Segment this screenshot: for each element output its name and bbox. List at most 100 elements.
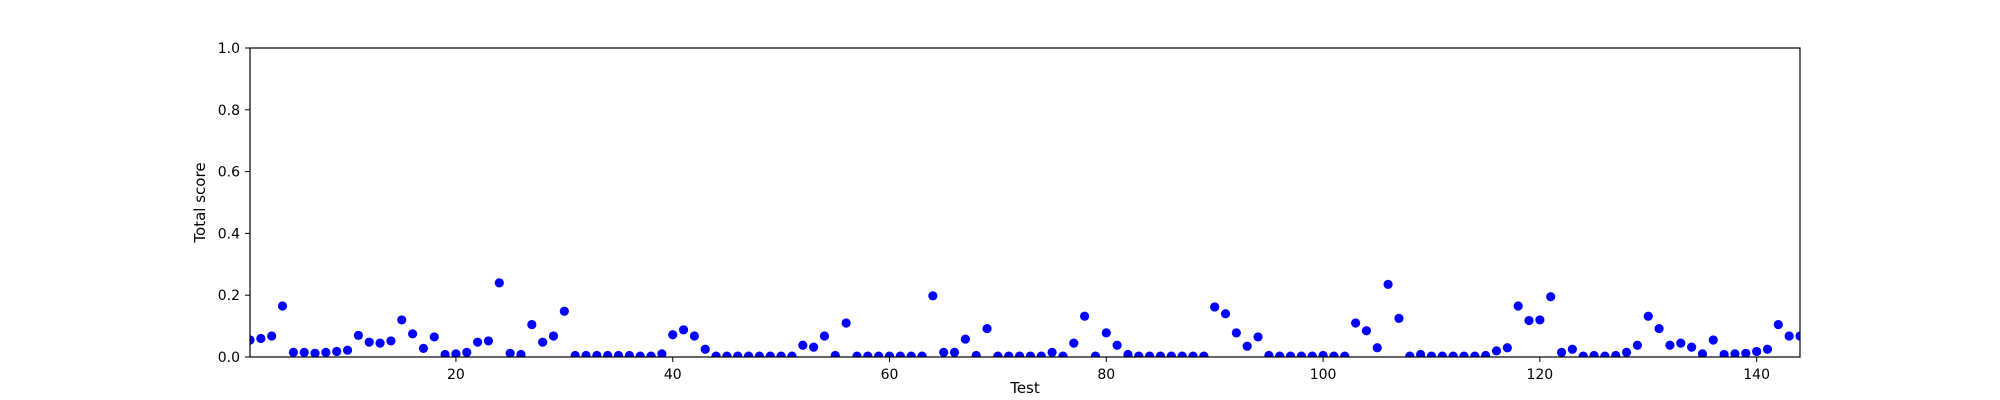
data-point bbox=[1058, 351, 1068, 357]
data-point bbox=[711, 351, 721, 357]
data-point bbox=[1437, 351, 1447, 357]
data-point bbox=[353, 330, 363, 340]
data-point bbox=[765, 351, 775, 357]
data-point bbox=[798, 340, 808, 350]
data-point bbox=[863, 351, 873, 357]
data-point bbox=[993, 351, 1003, 357]
data-point bbox=[1014, 351, 1025, 357]
data-point bbox=[949, 347, 960, 357]
data-point bbox=[1166, 351, 1176, 357]
data-point bbox=[1611, 350, 1621, 357]
data-point bbox=[700, 344, 710, 354]
data-point bbox=[906, 351, 916, 357]
data-point bbox=[1340, 351, 1350, 357]
data-point bbox=[1535, 315, 1545, 325]
data-point bbox=[1134, 351, 1144, 357]
x-tick-label: 20 bbox=[447, 367, 465, 383]
x-axis-label: Test bbox=[1009, 379, 1040, 397]
data-point bbox=[1632, 340, 1643, 350]
data-point bbox=[1253, 332, 1263, 342]
data-point bbox=[646, 351, 656, 357]
data-point bbox=[288, 347, 298, 357]
data-point bbox=[819, 331, 830, 341]
data-point bbox=[917, 351, 927, 357]
data-point bbox=[1459, 351, 1469, 357]
plot-frame bbox=[249, 47, 1801, 358]
data-point bbox=[776, 351, 786, 357]
data-point bbox=[1090, 351, 1101, 357]
data-point bbox=[1405, 351, 1415, 357]
data-point bbox=[1372, 343, 1382, 353]
data-point bbox=[1004, 351, 1014, 357]
data-point bbox=[1036, 351, 1046, 357]
data-point bbox=[1589, 350, 1599, 357]
data-point bbox=[1416, 349, 1426, 357]
data-point bbox=[267, 331, 277, 341]
data-point bbox=[1524, 315, 1534, 326]
data-point bbox=[473, 337, 483, 347]
data-point bbox=[559, 306, 569, 316]
data-point bbox=[375, 338, 385, 348]
data-point bbox=[1264, 350, 1274, 357]
data-point bbox=[1752, 346, 1762, 357]
y-tick-label: 0.8 bbox=[218, 103, 240, 119]
data-point bbox=[678, 325, 689, 335]
data-point bbox=[744, 351, 754, 357]
data-point bbox=[1643, 311, 1653, 321]
data-point bbox=[1210, 302, 1220, 312]
data-point bbox=[321, 347, 331, 357]
data-point bbox=[722, 351, 732, 357]
data-point bbox=[787, 351, 797, 357]
data-point bbox=[603, 350, 613, 357]
data-point bbox=[1513, 301, 1523, 311]
data-point bbox=[1491, 346, 1502, 356]
data-point bbox=[852, 351, 862, 357]
data-point bbox=[1481, 350, 1491, 357]
data-point bbox=[733, 351, 743, 357]
data-point bbox=[1025, 351, 1036, 357]
x-tick-label: 80 bbox=[1097, 367, 1115, 383]
data-point bbox=[1123, 349, 1133, 357]
data-point bbox=[624, 350, 634, 357]
data-point bbox=[1350, 318, 1361, 328]
data-point bbox=[635, 351, 645, 357]
data-point bbox=[689, 331, 700, 341]
data-point bbox=[982, 323, 992, 334]
data-point bbox=[1687, 342, 1697, 352]
data-point bbox=[1546, 292, 1556, 302]
x-tick-label: 40 bbox=[664, 367, 682, 383]
data-point bbox=[1112, 340, 1122, 350]
data-point bbox=[386, 336, 396, 346]
data-point bbox=[1741, 348, 1751, 357]
data-point bbox=[1719, 349, 1729, 357]
data-point bbox=[1773, 319, 1783, 330]
data-point bbox=[613, 350, 624, 357]
ticks-layer: 20 40 60 80 100 120 140 0.0 0.2 0.4 0.6 0.8 1.0 bbox=[218, 41, 1770, 383]
data-point bbox=[1145, 351, 1155, 357]
data-point bbox=[884, 351, 895, 357]
data-point bbox=[1426, 351, 1437, 357]
data-point bbox=[1101, 328, 1111, 338]
data-point bbox=[494, 278, 504, 288]
data-point bbox=[809, 342, 819, 352]
data-point bbox=[440, 349, 450, 357]
data-point bbox=[451, 349, 461, 357]
data-point bbox=[397, 315, 407, 325]
data-point bbox=[418, 343, 429, 353]
data-point bbox=[407, 329, 418, 339]
data-point bbox=[1708, 335, 1718, 345]
data-point bbox=[1697, 349, 1708, 357]
data-point bbox=[250, 335, 255, 345]
data-point bbox=[830, 350, 840, 357]
data-point bbox=[299, 347, 309, 357]
data-point bbox=[1394, 313, 1404, 323]
data-point bbox=[483, 336, 494, 346]
data-point bbox=[939, 347, 949, 357]
data-point bbox=[1069, 338, 1079, 348]
x-tick-label: 140 bbox=[1743, 367, 1770, 383]
y-tick-label: 0.2 bbox=[218, 288, 240, 304]
x-tick-label: 100 bbox=[1310, 367, 1337, 383]
data-point bbox=[462, 347, 472, 357]
data-point bbox=[1600, 351, 1610, 357]
